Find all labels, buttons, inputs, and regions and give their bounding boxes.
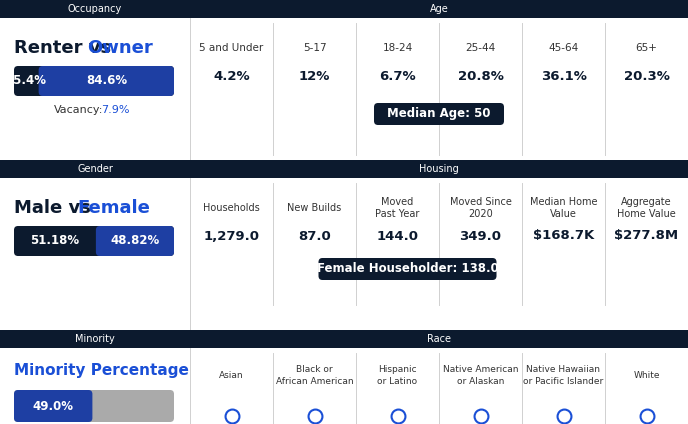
Text: Asian: Asian [219, 371, 244, 380]
Text: 36.1%: 36.1% [541, 70, 586, 83]
Text: 5 and Under: 5 and Under [200, 43, 264, 53]
Text: or Latino: or Latino [378, 377, 418, 387]
Text: 6.7%: 6.7% [379, 70, 416, 83]
Text: Housing: Housing [419, 164, 459, 174]
Text: Native Hawaiian: Native Hawaiian [526, 365, 601, 374]
Text: 49.0%: 49.0% [33, 399, 74, 413]
Text: Gender: Gender [77, 164, 113, 174]
Text: 48.82%: 48.82% [110, 234, 160, 248]
Text: 20.8%: 20.8% [458, 70, 504, 83]
Text: Past Year: Past Year [376, 209, 420, 219]
Text: 1,279.0: 1,279.0 [204, 229, 259, 243]
Text: or Pacific Islander: or Pacific Islander [524, 377, 603, 387]
Text: 45-64: 45-64 [548, 43, 579, 53]
Text: $168.7K: $168.7K [533, 229, 594, 243]
Text: 84.6%: 84.6% [86, 75, 127, 87]
FancyBboxPatch shape [14, 390, 174, 422]
Text: $277.8M: $277.8M [614, 229, 678, 243]
Text: Minority Percentage: Minority Percentage [14, 363, 189, 377]
Text: 12%: 12% [299, 70, 330, 83]
Text: 87.0: 87.0 [298, 229, 331, 243]
Text: 51.18%: 51.18% [30, 234, 80, 248]
FancyBboxPatch shape [14, 226, 174, 256]
Text: or Alaskan: or Alaskan [457, 377, 504, 387]
FancyBboxPatch shape [39, 66, 174, 96]
Text: 15.4%: 15.4% [6, 75, 47, 87]
Bar [0, 0, 688, 18]
FancyBboxPatch shape [96, 226, 174, 256]
Text: Moved Since: Moved Since [449, 197, 511, 207]
Text: Households: Households [203, 203, 260, 213]
Text: Renter vs: Renter vs [14, 39, 111, 57]
Text: Age: Age [429, 4, 449, 14]
Text: 2020: 2020 [468, 209, 493, 219]
Text: 144.0: 144.0 [376, 229, 418, 243]
Text: 65+: 65+ [636, 43, 658, 53]
Text: Hispanic: Hispanic [378, 365, 417, 374]
Text: 20.3%: 20.3% [623, 70, 669, 83]
Text: 4.2%: 4.2% [213, 70, 250, 83]
Text: 7.9%: 7.9% [101, 105, 129, 115]
Text: Median Age: 50: Median Age: 50 [387, 108, 491, 120]
Text: Moved: Moved [381, 197, 413, 207]
Text: Median Home: Median Home [530, 197, 597, 207]
Text: Occupancy: Occupancy [68, 4, 122, 14]
Text: New Builds: New Builds [288, 203, 342, 213]
Text: Aggregate: Aggregate [621, 197, 671, 207]
Text: Minority: Minority [75, 334, 115, 344]
Text: Native American: Native American [443, 365, 518, 374]
Text: Vacancy:: Vacancy: [54, 105, 103, 115]
Text: African American: African American [276, 377, 354, 387]
Text: Female: Female [77, 199, 150, 217]
Text: Value: Value [550, 209, 577, 219]
Text: Owner: Owner [87, 39, 153, 57]
FancyBboxPatch shape [14, 66, 174, 96]
Text: 25-44: 25-44 [465, 43, 495, 53]
FancyBboxPatch shape [374, 103, 504, 125]
Text: Female Householder: 138.0: Female Householder: 138.0 [316, 262, 498, 276]
Text: 5-17: 5-17 [303, 43, 326, 53]
Text: Race: Race [427, 334, 451, 344]
Text: 18-24: 18-24 [383, 43, 413, 53]
Bar [0, 330, 688, 348]
FancyBboxPatch shape [14, 390, 92, 422]
Text: White: White [633, 371, 660, 380]
Text: Male vs: Male vs [14, 199, 91, 217]
Text: Home Value: Home Value [617, 209, 676, 219]
Text: 349.0: 349.0 [460, 229, 502, 243]
Text: Black or: Black or [297, 365, 333, 374]
Bar [0, 160, 688, 178]
FancyBboxPatch shape [319, 258, 497, 280]
